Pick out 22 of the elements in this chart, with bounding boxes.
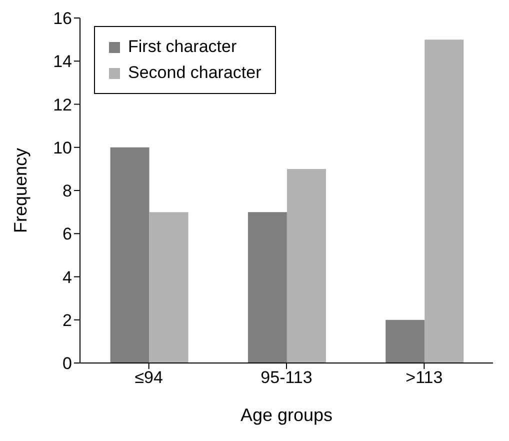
y-tick-label: 8 xyxy=(62,182,72,201)
y-tick-label: 16 xyxy=(53,9,72,28)
y-tick-label: 4 xyxy=(62,268,72,287)
legend-label: Second character xyxy=(128,63,262,83)
bar xyxy=(424,40,464,363)
x-axis-title: Age groups xyxy=(240,405,333,425)
y-tick-label: 2 xyxy=(62,310,72,330)
y-tick-label: 12 xyxy=(53,95,72,114)
bar xyxy=(286,168,326,363)
legend-label: First character xyxy=(128,37,237,57)
bar xyxy=(149,212,188,363)
bar xyxy=(248,212,287,363)
bar xyxy=(386,320,425,363)
y-tick-label: 6 xyxy=(62,224,72,244)
y-tick-label: 0 xyxy=(62,354,72,374)
y-tick-label: 14 xyxy=(53,52,72,72)
x-tick-label: 95-113 xyxy=(260,368,312,388)
y-axis-title: Frequency xyxy=(10,148,30,234)
x-tick-label: ≤94 xyxy=(134,368,163,388)
y-tick-label: 10 xyxy=(53,138,72,158)
x-tick-label: >113 xyxy=(406,368,443,388)
bar xyxy=(110,147,150,363)
